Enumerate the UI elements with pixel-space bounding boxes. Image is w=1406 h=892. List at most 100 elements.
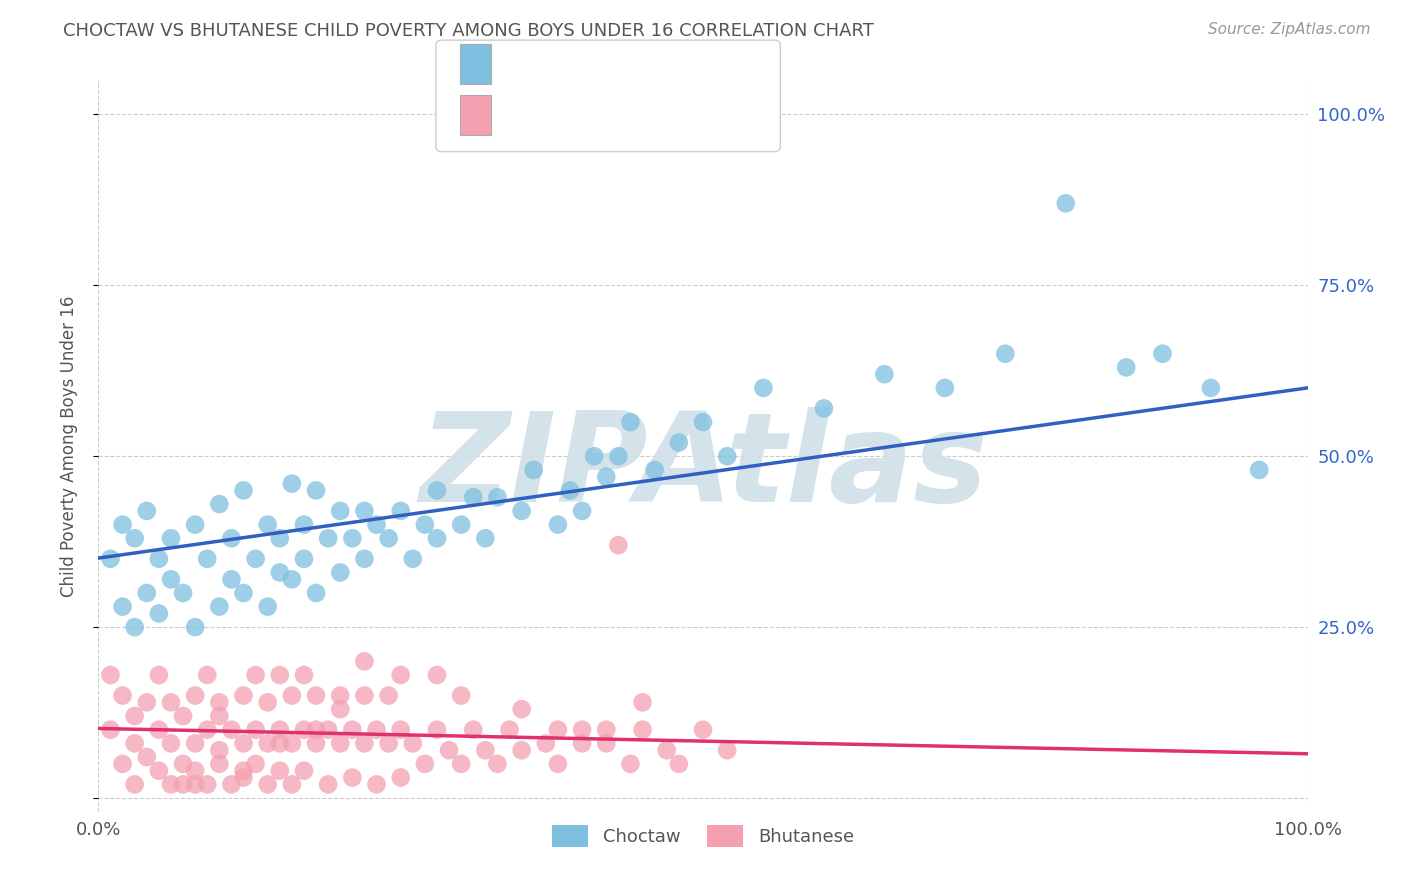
Point xyxy=(1249,463,1271,477)
Point xyxy=(873,368,896,382)
Point xyxy=(510,743,533,757)
Point xyxy=(124,709,146,723)
Point xyxy=(232,764,254,778)
Point xyxy=(631,695,654,709)
Point xyxy=(269,566,291,580)
Point xyxy=(221,777,243,791)
Point xyxy=(292,764,315,778)
Point xyxy=(292,723,315,737)
Point xyxy=(184,620,207,634)
Point xyxy=(668,756,690,771)
Point xyxy=(281,476,304,491)
Point xyxy=(692,723,714,737)
Point xyxy=(256,599,278,614)
Point xyxy=(342,723,364,737)
Point xyxy=(245,668,267,682)
Point xyxy=(316,531,339,545)
Point xyxy=(342,531,364,545)
Point xyxy=(668,435,690,450)
Point xyxy=(232,771,254,785)
Point xyxy=(184,517,207,532)
Point xyxy=(148,551,170,566)
Point xyxy=(148,668,170,682)
Point xyxy=(124,736,146,750)
Point xyxy=(208,743,231,757)
Point xyxy=(716,743,738,757)
Point xyxy=(1115,360,1137,375)
Point xyxy=(148,723,170,737)
Point xyxy=(195,551,218,566)
Point xyxy=(292,668,315,682)
Point xyxy=(221,531,243,545)
Point xyxy=(316,723,339,737)
Point xyxy=(160,695,183,709)
Point xyxy=(184,777,207,791)
Point xyxy=(124,777,146,791)
Point xyxy=(692,415,714,429)
Point xyxy=(195,777,218,791)
Point xyxy=(377,689,399,703)
Point xyxy=(208,709,231,723)
Point xyxy=(184,736,207,750)
Point xyxy=(571,723,593,737)
Point xyxy=(413,517,436,532)
Point xyxy=(292,517,315,532)
Point xyxy=(547,517,569,532)
Point xyxy=(208,756,231,771)
Point xyxy=(595,469,617,483)
Point xyxy=(184,689,207,703)
Point xyxy=(148,764,170,778)
Point xyxy=(256,777,278,791)
Point xyxy=(232,689,254,703)
Point xyxy=(305,586,328,600)
Point xyxy=(426,531,449,545)
Point xyxy=(342,771,364,785)
Point xyxy=(329,736,352,750)
Point xyxy=(1054,196,1077,211)
Point xyxy=(353,736,375,750)
Y-axis label: Child Poverty Among Boys Under 16: Child Poverty Among Boys Under 16 xyxy=(59,295,77,597)
Text: Source: ZipAtlas.com: Source: ZipAtlas.com xyxy=(1208,22,1371,37)
Point xyxy=(389,668,412,682)
Point xyxy=(316,777,339,791)
Point xyxy=(329,702,352,716)
Point xyxy=(256,517,278,532)
Point xyxy=(547,756,569,771)
Text: CHOCTAW VS BHUTANESE CHILD POVERTY AMONG BOYS UNDER 16 CORRELATION CHART: CHOCTAW VS BHUTANESE CHILD POVERTY AMONG… xyxy=(63,22,875,40)
Point xyxy=(160,572,183,586)
Point xyxy=(1152,347,1174,361)
Point xyxy=(172,586,194,600)
Point xyxy=(221,572,243,586)
Point xyxy=(111,517,134,532)
Point xyxy=(450,756,472,771)
Point xyxy=(111,756,134,771)
Point xyxy=(269,764,291,778)
Point xyxy=(426,483,449,498)
Point xyxy=(437,743,460,757)
Point xyxy=(160,736,183,750)
Point xyxy=(305,689,328,703)
Point xyxy=(232,736,254,750)
Point xyxy=(426,668,449,682)
Point xyxy=(281,572,304,586)
Point xyxy=(752,381,775,395)
Point xyxy=(160,531,183,545)
Point xyxy=(208,599,231,614)
Point xyxy=(172,709,194,723)
Point xyxy=(245,756,267,771)
Point xyxy=(474,743,496,757)
Point xyxy=(256,736,278,750)
Point xyxy=(934,381,956,395)
Point xyxy=(269,531,291,545)
Text: ZIPAtlas: ZIPAtlas xyxy=(419,408,987,528)
Point xyxy=(583,449,606,463)
Point xyxy=(292,551,315,566)
Point xyxy=(329,566,352,580)
Point xyxy=(377,531,399,545)
Point xyxy=(353,504,375,518)
Point xyxy=(281,689,304,703)
Point xyxy=(124,531,146,545)
Point xyxy=(245,551,267,566)
Point xyxy=(124,620,146,634)
Point xyxy=(100,668,122,682)
